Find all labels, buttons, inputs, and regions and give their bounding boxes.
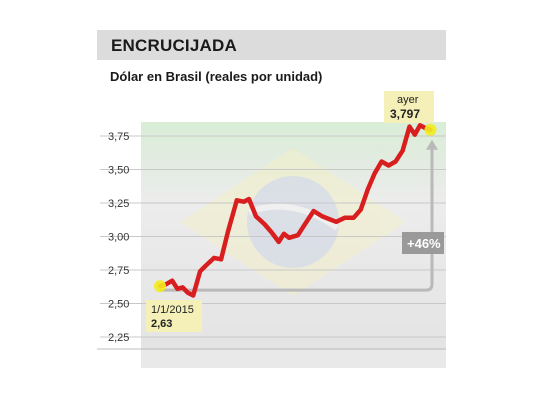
series-line-dolar	[157, 123, 433, 298]
percent-change-badge: +46%	[402, 232, 444, 254]
start-point-marker	[154, 280, 166, 293]
title-bar	[97, 30, 446, 60]
y-tick-label: 3,25	[108, 198, 129, 210]
start-annotation: 1/1/2015 2,63	[146, 300, 202, 332]
end-annotation-label: ayer	[397, 94, 419, 106]
x-axis-band	[141, 350, 446, 368]
y-tick-label: 3,00	[108, 232, 129, 244]
chart-subtitle: Dólar en Brasil (reales por unidad)	[110, 69, 323, 84]
percent-badge-text: +46%	[407, 236, 441, 251]
y-tick-label: 3,75	[108, 131, 129, 143]
percent-badge-box	[402, 232, 444, 254]
brazil-flag-watermark	[180, 148, 406, 296]
chart-title: ENCRUCIJADA	[111, 36, 237, 55]
y-tick-label: 2,75	[108, 265, 129, 277]
y-tick-label: 2,25	[108, 332, 129, 344]
start-annotation-date: 1/1/2015	[151, 304, 194, 316]
end-annotation: ayer 3,797	[384, 91, 434, 123]
bracket-line	[160, 147, 434, 292]
end-annotation-value: 3,797	[390, 107, 420, 121]
end-annotation-box	[384, 91, 434, 123]
y-tick-label: 3,50	[108, 165, 129, 177]
y-tick-labels: 3,75 3,50 3,25 3,00 2,75 2,50 2,25	[108, 131, 129, 344]
increase-bracket	[160, 139, 438, 292]
y-tick-label: 2,50	[108, 299, 129, 311]
start-annotation-box	[146, 300, 202, 332]
start-annotation-value: 2,63	[151, 318, 172, 330]
bracket-arrowhead	[426, 139, 438, 150]
end-point-marker	[424, 123, 437, 136]
